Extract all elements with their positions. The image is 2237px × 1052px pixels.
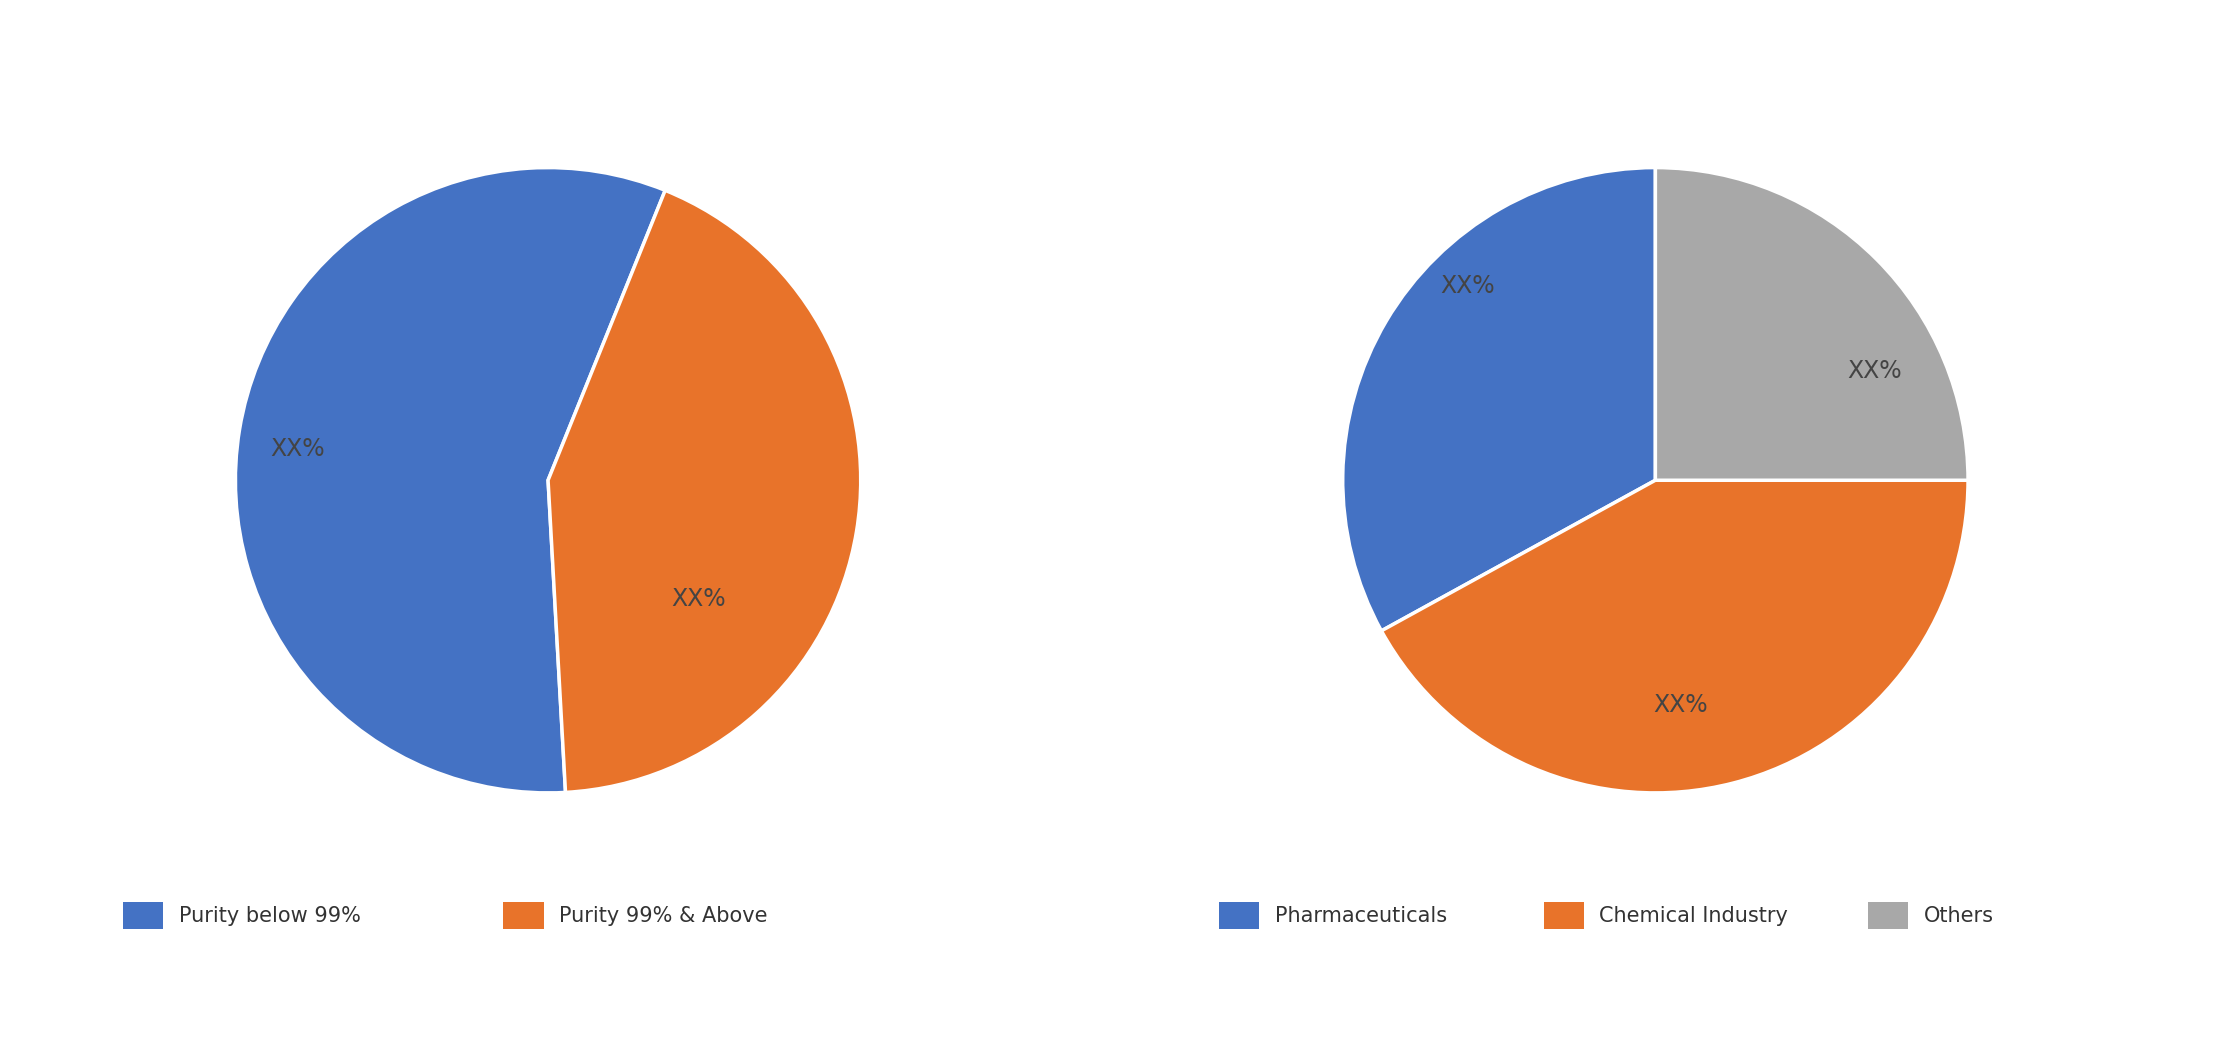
Text: Others: Others bbox=[1924, 906, 1993, 926]
Wedge shape bbox=[235, 167, 664, 793]
Text: Purity below 99%: Purity below 99% bbox=[179, 906, 360, 926]
Text: Chemical Industry: Chemical Industry bbox=[1599, 906, 1787, 926]
Bar bbox=[123, 903, 163, 929]
Bar bbox=[1219, 903, 1259, 929]
Bar bbox=[1868, 903, 1908, 929]
Wedge shape bbox=[1342, 167, 1655, 631]
Text: XX%: XX% bbox=[1441, 275, 1494, 299]
Text: XX%: XX% bbox=[671, 587, 725, 611]
Text: Source: Theindustrystats Analysis: Source: Theindustrystats Analysis bbox=[40, 1004, 443, 1024]
Text: Purity 99% & Above: Purity 99% & Above bbox=[559, 906, 767, 926]
Text: Fig. Global 1,4-Diisocyanatobutane Market Share by Product Types & Application: Fig. Global 1,4-Diisocyanatobutane Marke… bbox=[40, 38, 1434, 66]
Text: XX%: XX% bbox=[1653, 693, 1707, 717]
Wedge shape bbox=[1655, 167, 1969, 480]
Wedge shape bbox=[1382, 480, 1969, 793]
Text: XX%: XX% bbox=[1848, 359, 1901, 383]
Bar bbox=[503, 903, 544, 929]
Bar bbox=[1544, 903, 1584, 929]
Text: Email: sales@theindustrystats.com: Email: sales@theindustrystats.com bbox=[910, 1004, 1327, 1024]
Text: Website: www.theindustrystats.com: Website: www.theindustrystats.com bbox=[1769, 1004, 2197, 1024]
Text: Pharmaceuticals: Pharmaceuticals bbox=[1275, 906, 1447, 926]
Text: XX%: XX% bbox=[271, 437, 324, 461]
Wedge shape bbox=[548, 190, 861, 792]
